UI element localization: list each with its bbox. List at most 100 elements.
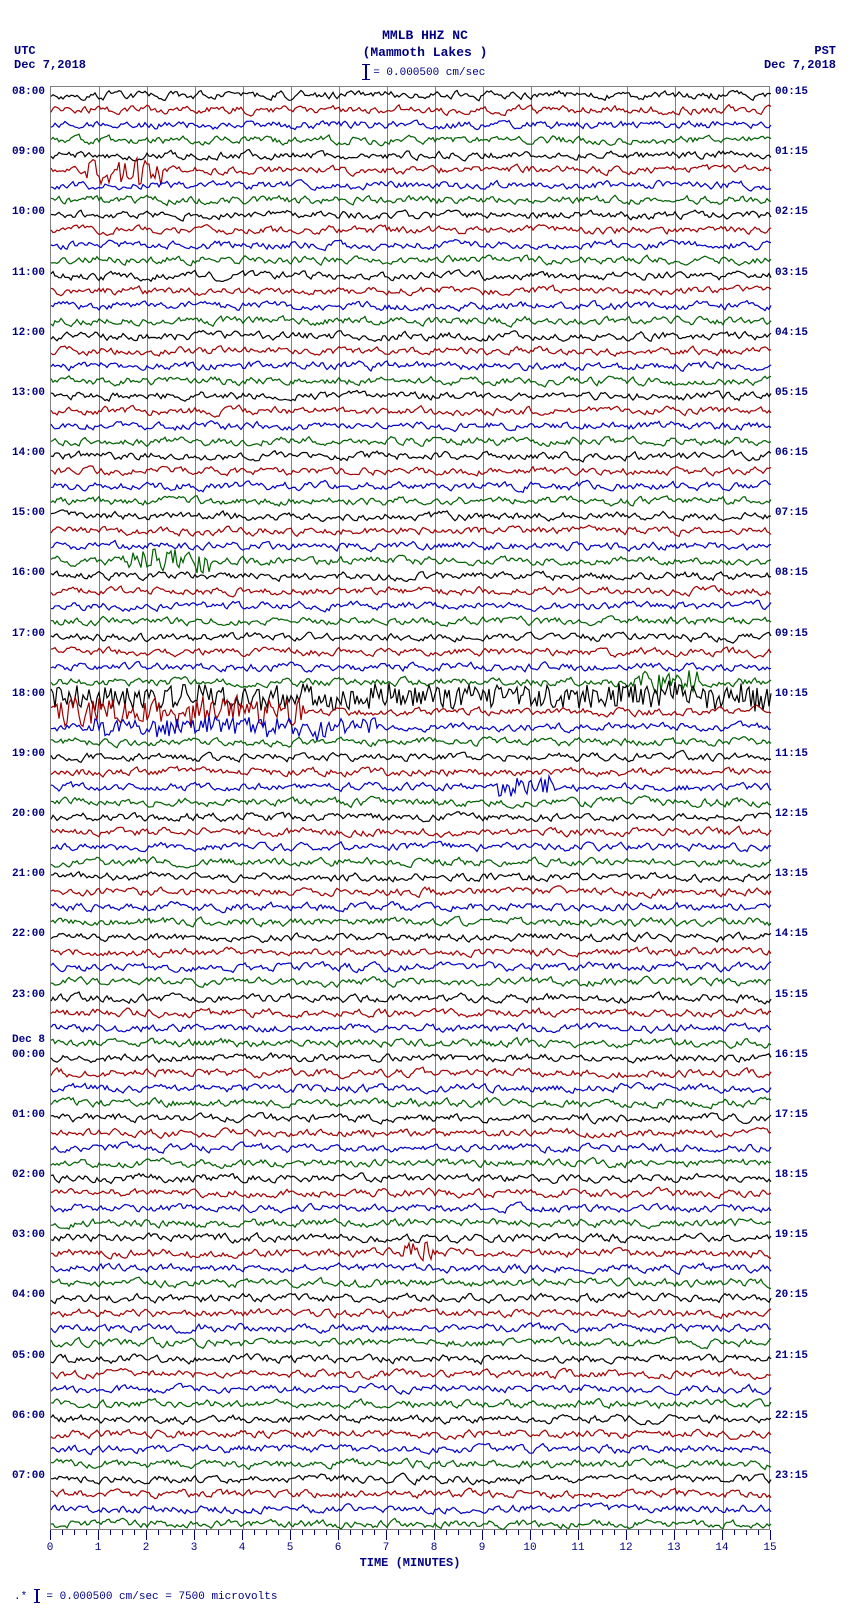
x-tick-label: 0 xyxy=(47,1542,54,1554)
x-tick-minor xyxy=(398,1530,399,1535)
left-time-label: 16:00 xyxy=(12,567,45,579)
right-time-label: 12:15 xyxy=(775,808,808,820)
helicorder-container: MMLB HHZ NC (Mammoth Lakes ) = 0.000500 … xyxy=(0,0,850,1613)
left-time-label: 05:00 xyxy=(12,1350,45,1362)
right-time-label: 01:15 xyxy=(775,146,808,158)
x-tick-label: 12 xyxy=(619,1542,632,1554)
x-tick-minor xyxy=(374,1530,375,1535)
x-tick-major xyxy=(578,1530,579,1540)
left-time-label: 03:00 xyxy=(12,1229,45,1241)
footer-prefix: .* xyxy=(14,1591,27,1603)
x-tick-label: 11 xyxy=(571,1542,584,1554)
x-tick-major xyxy=(338,1530,339,1540)
x-tick-minor xyxy=(566,1530,567,1535)
left-time-label: 04:00 xyxy=(12,1289,45,1301)
x-tick-label: 13 xyxy=(667,1542,680,1554)
x-tick-minor xyxy=(470,1530,471,1535)
x-tick-label: 2 xyxy=(143,1542,150,1554)
tz-right-date: Dec 7,2018 xyxy=(764,58,836,72)
left-time-label: 11:00 xyxy=(12,267,45,279)
right-time-label: 05:15 xyxy=(775,387,808,399)
x-tick-minor xyxy=(230,1530,231,1535)
plot-area: 08:0000:1509:0001:1510:0002:1511:0003:15… xyxy=(50,86,770,1530)
left-time-label: 06:00 xyxy=(12,1410,45,1422)
x-tick-minor xyxy=(266,1530,267,1535)
x-tick-major xyxy=(194,1530,195,1540)
x-tick-minor xyxy=(278,1530,279,1535)
left-time-label: 19:00 xyxy=(12,748,45,760)
x-tick-minor xyxy=(446,1530,447,1535)
x-tick-minor xyxy=(662,1530,663,1535)
x-tick-major xyxy=(674,1530,675,1540)
scale-text: = 0.000500 cm/sec xyxy=(373,67,485,79)
right-time-label: 04:15 xyxy=(775,327,808,339)
x-tick-minor xyxy=(302,1530,303,1535)
date-break-label: Dec 8 xyxy=(12,1034,45,1046)
x-tick-minor xyxy=(698,1530,699,1535)
left-time-label: 21:00 xyxy=(12,868,45,880)
x-tick-minor xyxy=(254,1530,255,1535)
x-tick-minor xyxy=(638,1530,639,1535)
left-time-label: 20:00 xyxy=(12,808,45,820)
right-time-label: 08:15 xyxy=(775,567,808,579)
tz-right-label: PST xyxy=(764,44,836,58)
left-time-label: 12:00 xyxy=(12,327,45,339)
x-tick-minor xyxy=(362,1530,363,1535)
x-tick-minor xyxy=(506,1530,507,1535)
header: MMLB HHZ NC (Mammoth Lakes ) xyxy=(0,28,850,60)
x-tick-minor xyxy=(554,1530,555,1535)
x-tick-minor xyxy=(590,1530,591,1535)
x-tick-minor xyxy=(710,1530,711,1535)
x-tick-minor xyxy=(134,1530,135,1535)
x-tick-minor xyxy=(650,1530,651,1535)
x-tick-minor xyxy=(746,1530,747,1535)
x-tick-major xyxy=(290,1530,291,1540)
footer-scale-bar-icon xyxy=(36,1589,38,1603)
x-tick-minor xyxy=(182,1530,183,1535)
x-tick-minor xyxy=(458,1530,459,1535)
x-tick-minor xyxy=(518,1530,519,1535)
left-time-label: 02:00 xyxy=(12,1169,45,1181)
station-title: MMLB HHZ NC xyxy=(0,28,850,43)
x-tick-major xyxy=(386,1530,387,1540)
x-tick-minor xyxy=(314,1530,315,1535)
x-tick-minor xyxy=(86,1530,87,1535)
x-tick-minor xyxy=(758,1530,759,1535)
left-time-label: 13:00 xyxy=(12,387,45,399)
x-tick-major xyxy=(530,1530,531,1540)
x-tick-label: 9 xyxy=(479,1542,486,1554)
x-tick-label: 6 xyxy=(335,1542,342,1554)
right-time-label: 16:15 xyxy=(775,1049,808,1061)
right-time-label: 03:15 xyxy=(775,267,808,279)
x-tick-minor xyxy=(110,1530,111,1535)
left-time-label: 00:00 xyxy=(12,1049,45,1061)
x-tick-major xyxy=(434,1530,435,1540)
scale-indicator: = 0.000500 cm/sec xyxy=(0,64,850,80)
left-time-label: 18:00 xyxy=(12,688,45,700)
right-time-label: 22:15 xyxy=(775,1410,808,1422)
right-time-label: 10:15 xyxy=(775,688,808,700)
x-tick-label: 15 xyxy=(763,1542,776,1554)
right-time-label: 11:15 xyxy=(775,748,808,760)
x-tick-major xyxy=(722,1530,723,1540)
x-tick-label: 14 xyxy=(715,1542,728,1554)
left-time-label: 17:00 xyxy=(12,628,45,640)
footer-note: .* = 0.000500 cm/sec = 7500 microvolts xyxy=(14,1589,277,1603)
x-tick-minor xyxy=(326,1530,327,1535)
x-tick-minor xyxy=(410,1530,411,1535)
right-time-label: 00:15 xyxy=(775,86,808,98)
right-time-label: 18:15 xyxy=(775,1169,808,1181)
right-time-label: 13:15 xyxy=(775,868,808,880)
left-time-label: 14:00 xyxy=(12,447,45,459)
x-tick-major xyxy=(242,1530,243,1540)
x-tick-minor xyxy=(494,1530,495,1535)
x-tick-minor xyxy=(206,1530,207,1535)
x-tick-major xyxy=(482,1530,483,1540)
x-tick-minor xyxy=(350,1530,351,1535)
left-time-label: 09:00 xyxy=(12,146,45,158)
x-tick-major xyxy=(50,1530,51,1540)
trace-row xyxy=(51,1516,771,1531)
left-time-label: 22:00 xyxy=(12,928,45,940)
footer-text: = 0.000500 cm/sec = 7500 microvolts xyxy=(46,1591,277,1603)
x-tick-label: 4 xyxy=(239,1542,246,1554)
